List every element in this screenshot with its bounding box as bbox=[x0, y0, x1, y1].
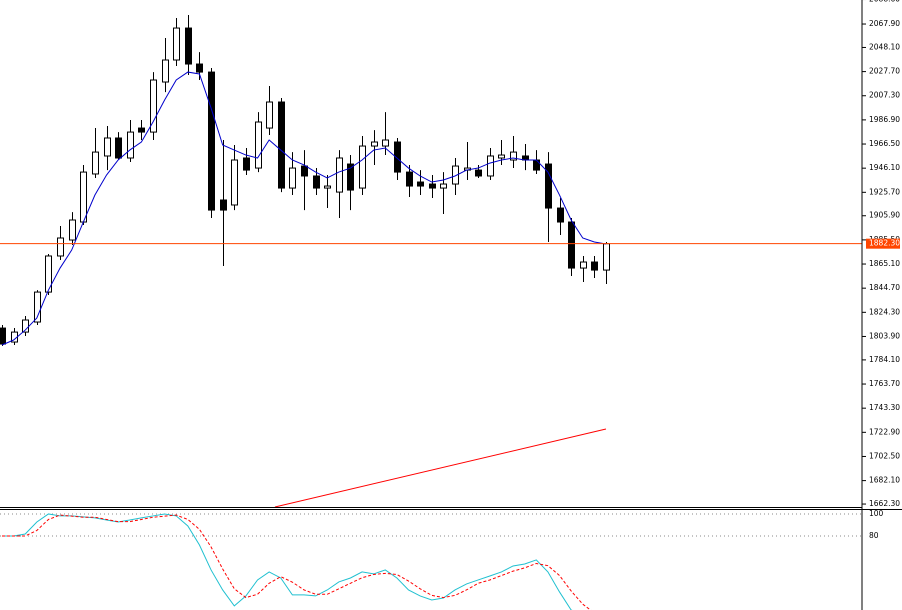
y-tick-label: 1844.70 bbox=[869, 283, 900, 292]
y-tick-label: 2067.90 bbox=[869, 19, 900, 28]
candle-body bbox=[34, 291, 41, 323]
y-tick-label: 80 bbox=[869, 531, 879, 540]
y-tick-label: 1722.90 bbox=[869, 427, 900, 436]
candle-body bbox=[475, 169, 482, 177]
candle-body bbox=[324, 185, 331, 189]
trend-line bbox=[274, 428, 607, 507]
candle-body bbox=[498, 154, 505, 159]
y-tick-label: 1763.70 bbox=[869, 379, 900, 388]
y-tick-label: 1946.10 bbox=[869, 163, 900, 172]
price-pane bbox=[0, 15, 862, 507]
candle-body bbox=[173, 27, 180, 61]
candle-body bbox=[69, 219, 76, 241]
candle-body bbox=[127, 131, 134, 159]
candle-body bbox=[115, 137, 122, 159]
candle-body bbox=[196, 63, 203, 73]
y-tick-label: 2048.10 bbox=[869, 42, 900, 51]
candle-body bbox=[266, 101, 273, 129]
candle-body bbox=[289, 167, 296, 189]
candle-body bbox=[510, 151, 517, 161]
y-tick-label: 2088.60 bbox=[869, 0, 900, 4]
candle-body bbox=[220, 199, 227, 211]
candle-body bbox=[452, 165, 459, 185]
axis-area: 2088.60 2067.90 2048.10 2027.70 2007.30 1986.… bbox=[862, 0, 900, 540]
candle-body bbox=[104, 137, 111, 157]
candle-body bbox=[208, 71, 215, 211]
candle-body bbox=[301, 165, 308, 177]
y-tick-label: 1662.30 bbox=[869, 499, 900, 508]
candle-body bbox=[313, 175, 320, 189]
candle-body bbox=[440, 183, 447, 189]
oscillator-line bbox=[2, 514, 592, 610]
candle-body bbox=[557, 207, 564, 223]
candle-body bbox=[406, 171, 413, 187]
candle-body bbox=[138, 127, 145, 133]
y-tick-label: 2027.70 bbox=[869, 67, 900, 76]
y-tick-label: 2007.30 bbox=[869, 91, 900, 100]
candle-body bbox=[278, 101, 285, 189]
candle-body bbox=[92, 151, 99, 175]
y-tick-label: 1925.70 bbox=[869, 187, 900, 196]
candle-body bbox=[533, 159, 540, 171]
candle-body bbox=[80, 171, 87, 223]
current-price-label: 1882.30 bbox=[869, 239, 900, 248]
candle-body bbox=[382, 139, 389, 147]
y-tick-label: 1702.50 bbox=[869, 451, 900, 460]
oscillator-pane bbox=[0, 513, 862, 610]
y-tick-label: 1803.90 bbox=[869, 331, 900, 340]
y-tick-label: 1824.30 bbox=[869, 307, 900, 316]
candle-body bbox=[255, 121, 262, 169]
candle-body bbox=[568, 221, 575, 269]
candle-body bbox=[347, 163, 354, 191]
candle-body bbox=[487, 155, 494, 177]
y-tick-label: 100 bbox=[869, 509, 884, 518]
candle-body bbox=[162, 59, 169, 83]
candle-body bbox=[336, 157, 343, 193]
moving-average-line bbox=[1, 71, 607, 346]
candle-body bbox=[417, 181, 424, 187]
candle-body bbox=[57, 237, 64, 257]
candle-body bbox=[394, 141, 401, 173]
candle-body bbox=[603, 243, 610, 271]
y-tick-label: 1865.10 bbox=[869, 259, 900, 268]
candle-body bbox=[243, 157, 250, 171]
y-tick-label: 1986.90 bbox=[869, 115, 900, 124]
y-tick-label: 1743.30 bbox=[869, 403, 900, 412]
current-price-tag bbox=[866, 238, 900, 249]
candle-body bbox=[371, 141, 378, 147]
candle-body bbox=[150, 79, 157, 133]
y-tick-label: 1784.10 bbox=[869, 355, 900, 364]
candle-body bbox=[45, 255, 52, 293]
candle-body bbox=[185, 27, 192, 65]
candle-body bbox=[359, 145, 366, 189]
candle-body bbox=[0, 327, 6, 345]
candle-body bbox=[591, 261, 598, 271]
candle-body bbox=[429, 183, 436, 189]
candle-body bbox=[231, 159, 238, 206]
oscillator-line bbox=[2, 513, 573, 610]
candle-body bbox=[545, 163, 552, 209]
candle-body bbox=[580, 261, 587, 269]
y-tick-label: 1966.50 bbox=[869, 139, 900, 148]
y-tick-label: 1905.90 bbox=[869, 211, 900, 220]
y-tick-label: 1682.10 bbox=[869, 476, 900, 485]
